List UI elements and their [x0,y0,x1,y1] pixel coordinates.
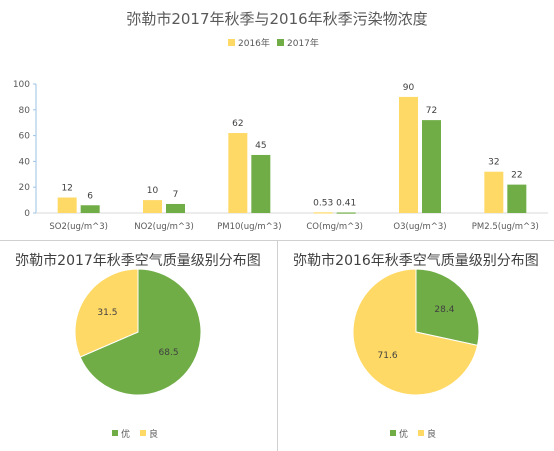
pie-2017-title: 弥勒市2017年秋季空气质量级别分布图 [15,252,261,269]
horizontal-divider [0,240,554,241]
x-category-label: CO(mg/m^3) [306,222,363,232]
bar-data-label: 45 [255,141,266,151]
vertical-divider [277,241,278,451]
legend-label: 优 [399,428,408,440]
bar-chart-legend: 2016年 2017年 [228,37,319,49]
bar-data-label: 32 [488,158,499,168]
pie-2017-slice-excellent [79,268,202,396]
y-tick-label: 0 [24,209,30,219]
pie-2016-slice-label: 28.4 [434,305,454,315]
pie-chart-2017: 弥勒市2017年秋季空气质量级别分布图 68.5 31.5 优 良 [15,252,261,440]
pollutant-bar-chart: 弥勒市2017年秋季与2016年秋季污染物浓度 2016年 2017年 0 20 40… [13,10,548,232]
bar-2017 [251,154,271,213]
y-tick-label: 40 [19,157,31,167]
x-category-label: NO2(ug/m^3) [134,222,194,232]
bar-2017 [336,212,356,214]
bar-data-label: 90 [403,83,415,93]
legend-label: 良 [427,428,436,440]
legend-swatch [228,39,235,46]
pie-2016-slice-label: 71.6 [378,351,398,361]
bar-chart-axes: 0 20 40 60 80 100 SO2(ug/m^3) NO2(ug/m^3) PM10(u… [13,80,548,232]
bar-chart-title: 弥勒市2017年秋季与2016年秋季污染物浓度 [126,10,427,28]
bar-2016 [484,171,504,213]
x-category-label: O3(ug/m^3) [393,222,446,232]
bar-data-label: 0.53 [313,198,333,208]
legend-swatch [112,430,118,436]
x-category-label: PM2.5(ug/m^3) [472,222,539,232]
bar-2016 [399,96,418,213]
x-category-label: PM10(ug/m^3) [217,222,281,232]
legend-swatch [277,39,284,46]
bar-chart-marks: 12 6 10 7 62 45 0.53 0.41 90 72 32 22 [57,83,527,214]
pie-2016-slice-excellent [415,268,480,346]
bar-data-label: 7 [173,190,179,200]
bar-data-label: 0.41 [336,198,356,208]
legend-label: 优 [121,428,130,440]
bar-2016 [57,197,77,213]
pie-chart-2016: 弥勒市2016年秋季空气质量级别分布图 28.4 71.6 优 良 [293,252,539,440]
bar-2017 [166,203,185,213]
y-tick-label: 100 [13,80,30,90]
legend-swatch [390,430,396,436]
bar-2016 [143,200,162,213]
bar-2017 [80,205,100,213]
bar-data-label: 22 [511,171,522,181]
bar-2016 [313,212,333,214]
y-tick-label: 80 [19,106,31,116]
bar-2017 [507,184,527,213]
legend-label: 良 [149,428,158,440]
bar-2017 [422,120,441,213]
pie-2016-title: 弥勒市2016年秋季空气质量级别分布图 [293,252,539,269]
pie-2017-slice-good [74,268,139,358]
bar-data-label: 10 [147,186,159,196]
bar-data-label: 62 [232,119,243,129]
x-category-label: SO2(ug/m^3) [49,222,108,232]
bar-data-label: 12 [61,184,72,194]
pie-2016-slice-good [352,268,479,396]
legend-label: 2017年 [287,37,319,49]
bar-data-label: 72 [426,106,437,116]
pie-2017-slice-label: 68.5 [159,348,179,358]
bar-data-label: 6 [87,191,93,201]
legend-label: 2016年 [238,37,270,49]
y-tick-label: 20 [19,183,31,193]
y-tick-label: 60 [19,132,31,142]
legend-swatch [140,430,146,436]
bar-2016 [228,133,248,213]
legend-swatch [418,430,424,436]
pie-2017-slice-label: 31.5 [97,308,117,318]
